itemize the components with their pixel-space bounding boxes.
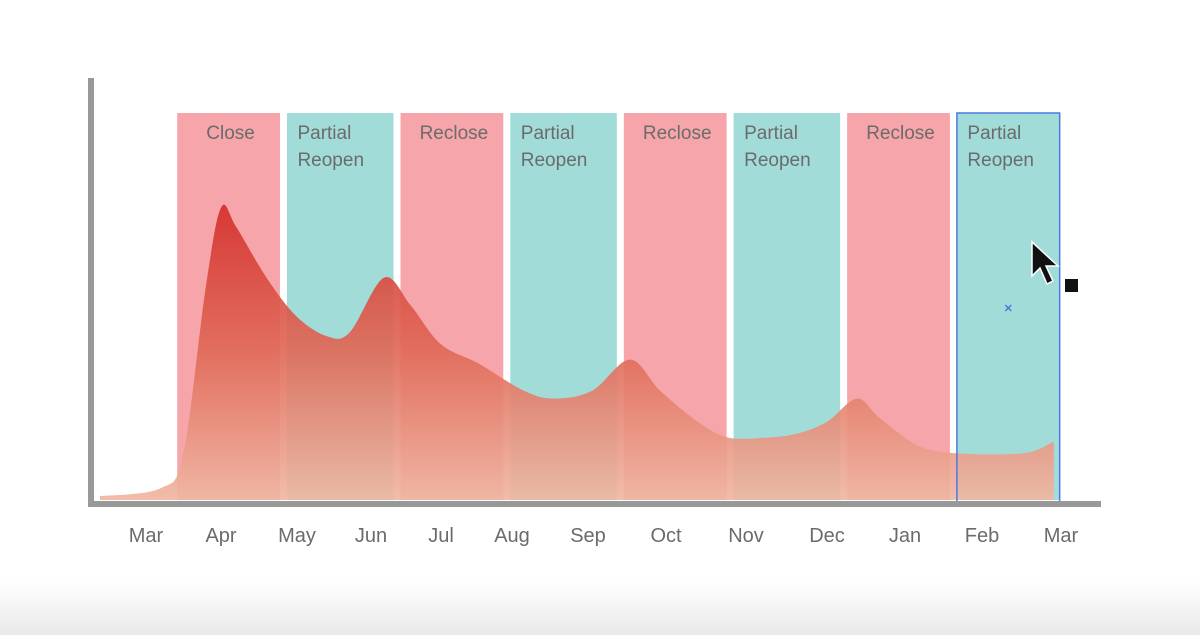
case-curve-area xyxy=(100,204,1054,500)
x-tick-5: Jul xyxy=(428,525,454,547)
x-tick-9: Nov xyxy=(728,525,764,547)
x-tick-2: Apr xyxy=(205,525,236,547)
x-tick-10: Dec xyxy=(809,525,845,547)
x-tick-8: Oct xyxy=(650,525,682,547)
phase-label-7: Reclose xyxy=(866,123,935,144)
arrow-cursor-icon xyxy=(1030,240,1090,300)
phase-label-5: Reclose xyxy=(643,123,712,144)
x-tick-12: Feb xyxy=(965,525,999,547)
phase-label-3: Reclose xyxy=(420,123,489,144)
phase-label-8: Partial Reopen xyxy=(967,123,1034,171)
phase-band-8-reopen[interactable] xyxy=(956,113,1060,500)
x-tick-4: Jun xyxy=(355,525,387,547)
phase-label-2: Partial Reopen xyxy=(297,123,364,171)
x-tick-1: Mar xyxy=(129,525,164,547)
square-handle-icon xyxy=(1065,279,1078,292)
phase-label-4: Partial Reopen xyxy=(521,123,588,171)
x-tick-7: Sep xyxy=(570,525,606,547)
phase-labels: Close Partial Reopen Reclose Partial Reopen Re… xyxy=(206,123,1034,171)
phase-label-6: Partial Reopen xyxy=(744,123,811,171)
phase-label-1: Close xyxy=(206,123,255,144)
x-tick-13: Mar xyxy=(1044,525,1079,547)
selection-anchor-icon xyxy=(1004,304,1012,312)
x-tick-labels: Mar Apr May Jun Jul Aug Sep Oct Nov Dec Jan Feb Mar xyxy=(129,525,1079,547)
x-tick-6: Aug xyxy=(494,525,530,547)
x-tick-11: Jan xyxy=(889,525,921,547)
x-tick-3: May xyxy=(278,525,316,547)
